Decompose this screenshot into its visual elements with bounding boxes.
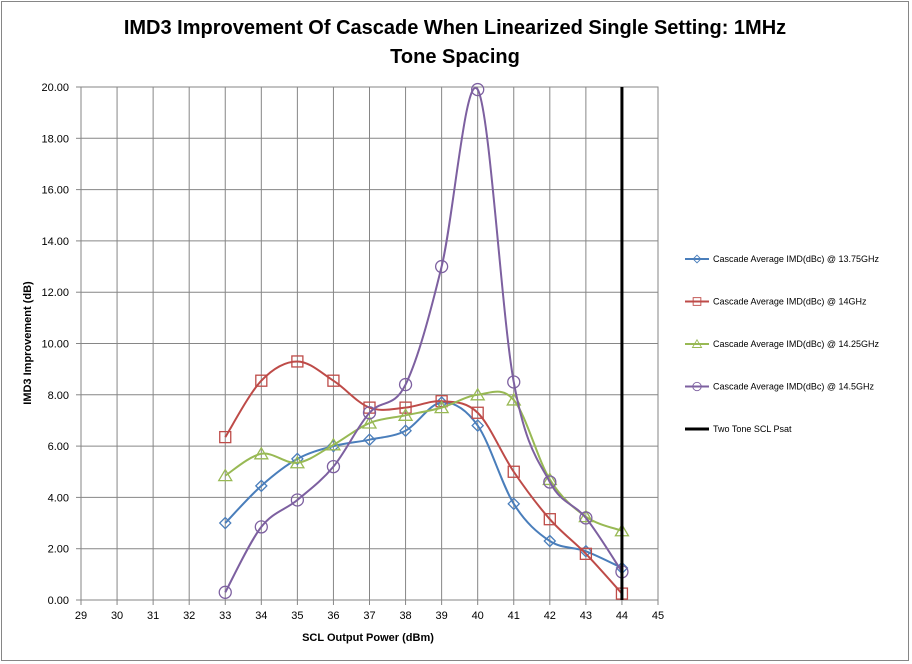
data-point-diamond: [471, 419, 485, 432]
y-tick-label: 16.00: [41, 185, 69, 197]
data-point-diamond: [218, 516, 232, 530]
legend-marker-square: [692, 297, 702, 306]
data-point-triangle: [361, 415, 378, 429]
data-point-diamond: [254, 479, 268, 493]
data-point-circle: [290, 493, 305, 507]
y-axis-title: IMD3 Improvement (dB): [22, 281, 34, 405]
y-tick-label: 10.00: [41, 339, 69, 351]
plot-axes: 29 30 31 32 33 34 35 36 37 38 39 40 41 42 43 44 45 0.00 2.…: [41, 82, 664, 622]
x-tick-label: 36: [327, 610, 339, 622]
data-point-diamond: [290, 452, 304, 466]
x-axis-title: SCL Output Power (dBm): [302, 632, 434, 644]
data-point-triangle: [433, 400, 450, 414]
data-point-square: [579, 547, 593, 560]
series-line-2: [224, 390, 623, 532]
legend-label: Cascade Average IMD(dBc) @ 13.75GHz: [713, 254, 880, 264]
data-point-triangle: [542, 472, 558, 486]
y-tick-label: 0.00: [48, 595, 69, 607]
data-point-square: [471, 406, 484, 419]
x-tick-label: 31: [147, 610, 159, 622]
plot-grid: [80, 86, 659, 601]
x-tick-label: 35: [291, 610, 303, 622]
x-tick-label: 40: [472, 610, 484, 622]
x-tick-label: 42: [544, 610, 556, 622]
x-tick-label: 34: [255, 610, 267, 622]
data-point-triangle: [217, 468, 233, 482]
data-point-diamond: [399, 424, 412, 438]
x-tick-label: 29: [75, 610, 87, 622]
plot-series: [217, 82, 630, 600]
x-tick-label: 33: [219, 610, 231, 622]
data-point-square: [543, 513, 556, 526]
data-point-circle: [543, 475, 557, 489]
data-point-circle: [326, 459, 341, 474]
data-point-square: [255, 374, 268, 387]
data-point-circle: [362, 406, 377, 420]
y-tick-label: 8.00: [48, 390, 69, 402]
legend-marker-diamond: [692, 254, 702, 264]
chart-title-line2: Tone Spacing: [390, 46, 520, 68]
data-point-square: [327, 374, 340, 387]
x-tick-label: 32: [183, 610, 195, 622]
x-tick-label: 43: [580, 610, 592, 622]
x-tick-label: 39: [436, 610, 448, 622]
data-point-triangle: [578, 509, 594, 523]
legend-marker-circle: [692, 381, 702, 392]
legend-label: Cascade Average IMD(dBc) @ 14.5GHz: [713, 382, 875, 392]
data-point-triangle: [325, 437, 342, 451]
legend-label: Cascade Average IMD(dBc) @ 14GHz: [713, 297, 867, 307]
x-tick-label: 41: [508, 610, 520, 622]
data-point-square: [507, 465, 520, 478]
y-tick-label: 6.00: [48, 441, 69, 453]
x-tick-label: 45: [652, 610, 664, 622]
data-point-triangle: [289, 455, 306, 469]
data-point-diamond: [507, 497, 521, 511]
data-point-triangle: [397, 408, 414, 421]
data-point-square: [291, 355, 304, 368]
data-point-triangle: [470, 387, 486, 401]
data-point-circle: [471, 82, 485, 97]
data-point-circle: [254, 520, 268, 534]
data-point-triangle: [253, 446, 269, 460]
data-point-square: [219, 430, 232, 444]
data-point-diamond: [543, 534, 557, 548]
data-point-square: [399, 401, 412, 414]
chart-legend: Cascade Average IMD(dBc) @ 13.75GHz Casca…: [685, 254, 880, 434]
legend-label: Two Tone SCL Psat: [713, 424, 792, 434]
data-point-circle: [579, 511, 593, 525]
x-tick-label: 30: [111, 610, 123, 622]
y-tick-label: 20.00: [41, 82, 69, 94]
data-point-circle: [434, 259, 449, 274]
data-point-circle: [398, 377, 413, 392]
y-tick-label: 2.00: [48, 544, 69, 556]
y-tick-label: 14.00: [41, 236, 69, 248]
data-point-circle: [218, 585, 232, 599]
y-tick-label: 18.00: [41, 133, 69, 145]
x-tick-label: 37: [363, 610, 375, 622]
legend-marker-triangle: [691, 338, 703, 348]
y-tick-label: 12.00: [41, 287, 69, 299]
x-tick-label: 44: [616, 610, 628, 622]
data-point-diamond: [363, 433, 376, 447]
legend-label: Cascade Average IMD(dBc) @ 14.25GHz: [713, 339, 880, 349]
x-tick-label: 38: [399, 610, 411, 622]
chart-title-line1: IMD3 Improvement Of Cascade When Lineari…: [124, 17, 786, 39]
data-point-circle: [507, 375, 521, 389]
y-tick-label: 4.00: [48, 492, 69, 504]
